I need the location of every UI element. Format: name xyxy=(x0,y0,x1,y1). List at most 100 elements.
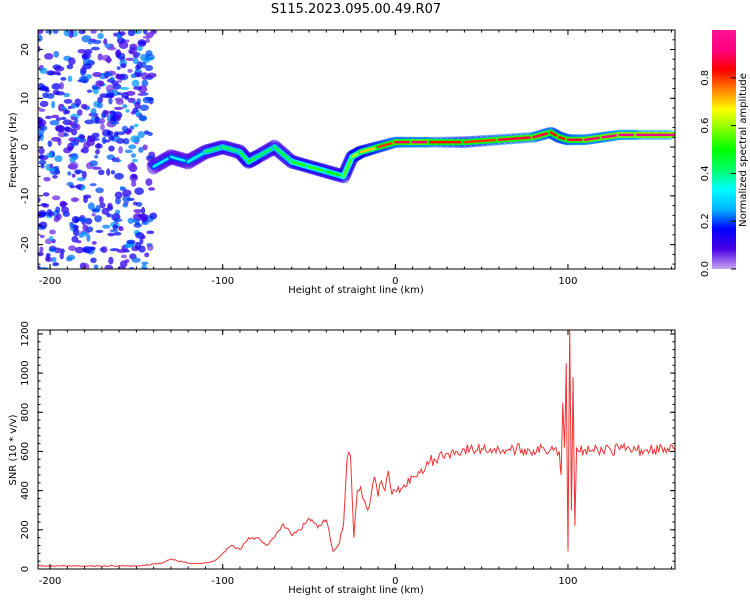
noise-blob xyxy=(138,245,146,253)
noise-blob xyxy=(131,158,139,163)
figure-title: S115.2023.095.00.49.R07 xyxy=(270,2,442,17)
noise-blob xyxy=(132,201,138,206)
noise-blob xyxy=(43,176,51,182)
spectrogram-x-axis-label: Height of straight line (km) xyxy=(288,285,424,296)
noise-blob xyxy=(129,43,138,51)
spectrogram-x-tick-label: 0 xyxy=(392,276,398,287)
noise-blob xyxy=(80,149,85,153)
noise-blob xyxy=(144,64,153,72)
noise-blob xyxy=(124,95,129,100)
noise-blob xyxy=(107,232,115,237)
noise-blob xyxy=(113,231,122,236)
noise-blob xyxy=(80,68,87,77)
noise-blob xyxy=(55,125,66,133)
noise-blob xyxy=(52,30,59,34)
noise-blob xyxy=(143,130,150,135)
noise-blob xyxy=(42,203,50,208)
noise-blob xyxy=(90,246,96,251)
noise-blob xyxy=(122,138,130,145)
noise-blob xyxy=(118,146,123,154)
noise-blob xyxy=(130,110,136,115)
noise-blob xyxy=(120,63,127,69)
noise-blob xyxy=(145,50,153,57)
noise-blob xyxy=(115,49,122,58)
noise-blob xyxy=(80,103,88,110)
noise-blob xyxy=(38,45,41,53)
noise-blob xyxy=(83,142,91,149)
noise-blob xyxy=(95,205,101,212)
noise-blob xyxy=(133,208,143,214)
noise-blob xyxy=(127,217,135,224)
noise-blob xyxy=(144,56,154,61)
spectrogram-y-tick-label: 10 xyxy=(20,92,31,105)
ridge-core xyxy=(497,136,535,141)
spectrogram-heatmap xyxy=(38,30,675,269)
noise-blob xyxy=(67,75,73,83)
noise-blob xyxy=(46,92,55,99)
noise-blob xyxy=(139,104,149,111)
noise-blob xyxy=(97,53,103,61)
noise-blob xyxy=(59,116,67,120)
noise-blob xyxy=(140,61,147,68)
noise-blob xyxy=(91,213,96,217)
spectrogram-y-tick-label: -10 xyxy=(20,188,31,204)
noise-blob xyxy=(71,235,79,243)
noise-blob xyxy=(95,229,104,233)
noise-blob xyxy=(51,114,60,119)
noise-blob xyxy=(74,98,82,107)
noise-blob xyxy=(141,79,149,87)
spectrogram-y-tick-label: -20 xyxy=(20,236,31,252)
noise-blob xyxy=(38,119,47,127)
snr-x-tick-label: 0 xyxy=(392,576,398,587)
noise-blob xyxy=(72,224,79,230)
noise-blob xyxy=(59,200,67,208)
noise-blob xyxy=(125,90,136,96)
noise-blob xyxy=(45,30,53,34)
noise-blob xyxy=(122,202,129,208)
noise-blob xyxy=(140,216,149,222)
noise-blob xyxy=(48,167,55,172)
noise-blob xyxy=(129,125,135,130)
spectrogram-x-tick-label: 100 xyxy=(558,276,577,287)
noise-blob xyxy=(92,71,102,78)
noise-blob xyxy=(68,137,77,142)
noise-blob xyxy=(38,133,44,138)
noise-blob xyxy=(142,35,152,40)
noise-blob xyxy=(107,202,113,210)
noise-blob xyxy=(145,38,150,43)
noise-blob xyxy=(80,186,86,190)
noise-blob xyxy=(70,116,78,121)
noise-blob xyxy=(128,50,134,54)
noise-blob xyxy=(113,131,119,138)
noise-blob xyxy=(79,75,88,82)
noise-blob xyxy=(94,215,102,223)
snr-y-tick-label: 600 xyxy=(20,442,31,461)
noise-blob xyxy=(119,186,125,190)
noise-blob xyxy=(63,30,71,37)
noise-blob xyxy=(71,128,78,136)
noise-blob xyxy=(109,43,114,50)
noise-blob xyxy=(102,72,113,77)
noise-blob xyxy=(60,248,65,254)
colorbar: 0.0 0.2 0.4 0.6 0.8 Normalized spectral ampl… xyxy=(700,30,749,277)
noise-blob xyxy=(142,144,148,151)
colorbar-tick-label: 0.4 xyxy=(700,165,711,181)
noise-blob xyxy=(99,202,106,209)
noise-blob xyxy=(99,93,109,98)
noise-blob xyxy=(69,156,76,163)
noise-blob xyxy=(82,262,90,269)
noise-blob xyxy=(52,174,58,179)
ridge-core xyxy=(273,145,294,163)
snr-x-tick-label: -200 xyxy=(39,576,62,587)
noise-blob xyxy=(87,40,93,45)
spectrogram-x-tick-label: -200 xyxy=(39,276,62,287)
noise-blob xyxy=(127,68,133,73)
noise-blob xyxy=(70,102,76,109)
noise-blob xyxy=(131,174,137,178)
noise-blob xyxy=(135,64,140,71)
noise-blob xyxy=(55,206,61,214)
noise-blob xyxy=(39,234,45,239)
noise-blob xyxy=(39,100,49,108)
